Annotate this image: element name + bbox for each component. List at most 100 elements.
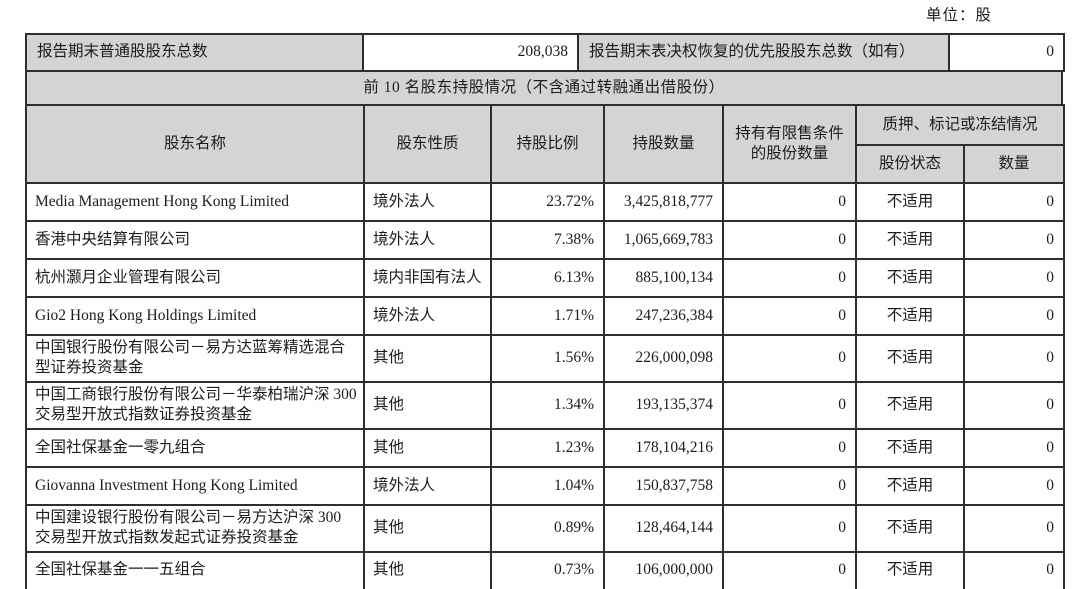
shareholder-row: 中国银行股份有限公司－易方达蓝筹精选混合型证券投资基金 其他 1.56% 226…	[25, 334, 1066, 383]
shareholder-name-cell: Gio2 Hong Kong Holdings Limited	[25, 296, 365, 336]
share-status-cell: 不适用	[855, 427, 965, 468]
shareholder-row: 香港中央结算有限公司 境外法人 7.38% 1,065,669,783 0 不适…	[25, 220, 1066, 260]
pledge-quantity-cell: 0	[962, 334, 1066, 383]
col-header-pledge-group: 质押、标记或冻结情况	[854, 104, 1066, 146]
shareholder-totals-row: 报告期末普通股股东总数 208,038 报告期末表决权恢复的优先股股东总数（如有…	[25, 33, 1065, 72]
shareholder-name-cell: Media Management Hong Kong Limited	[25, 182, 365, 222]
col-header-shares-held: 持股数量	[603, 104, 724, 184]
share-status-cell: 不适用	[855, 258, 965, 298]
shareholder-nature-cell: 境内非国有法人	[363, 258, 492, 298]
shareholder-nature-cell: 境外法人	[363, 465, 492, 506]
holding-ratio-cell: 0.73%	[490, 550, 605, 589]
shareholder-nature-cell: 其他	[363, 503, 492, 553]
pledge-quantity-cell: 0	[962, 465, 1066, 506]
holding-ratio-cell: 1.34%	[490, 380, 605, 430]
share-status-cell: 不适用	[855, 550, 965, 589]
shareholder-name-cell: 全国社保基金一零九组合	[25, 427, 365, 468]
holding-ratio-cell: 1.71%	[490, 296, 605, 336]
share-status-cell: 不适用	[855, 220, 965, 260]
holding-ratio-cell: 1.56%	[490, 334, 605, 383]
shares-held-cell: 128,464,144	[603, 503, 724, 553]
shareholder-name-cell: 香港中央结算有限公司	[25, 220, 365, 260]
restricted-shares-cell: 0	[722, 296, 857, 336]
restricted-shares-cell: 0	[722, 503, 857, 553]
ordinary-shareholders-label: 报告期末普通股股东总数	[25, 33, 364, 72]
col-header-holding-ratio: 持股比例	[490, 104, 605, 184]
col-header-restricted-shares: 持有有限售条件的股份数量	[722, 104, 857, 184]
shareholder-row: 杭州灏月企业管理有限公司 境内非国有法人 6.13% 885,100,134 0…	[25, 258, 1066, 298]
pledge-quantity-cell: 0	[962, 258, 1066, 298]
preferred-shareholders-value: 0	[948, 33, 1065, 72]
restricted-shares-cell: 0	[722, 427, 857, 468]
shares-held-cell: 247,236,384	[603, 296, 724, 336]
holding-ratio-cell: 1.23%	[490, 427, 605, 468]
top10-shareholders-table: 股东名称 股东性质 持股比例 持股数量 持有有限售条件的股份数量 质押、标记或冻…	[25, 104, 1066, 589]
restricted-shares-cell: 0	[722, 220, 857, 260]
unit-label: 单位：股	[925, 7, 992, 24]
col-header-pledge-quantity: 数量	[962, 144, 1066, 184]
shareholder-nature-cell: 境外法人	[363, 220, 492, 260]
table-header-row-1: 股东名称 股东性质 持股比例 持股数量 持有有限售条件的股份数量 质押、标记或冻…	[25, 104, 1066, 184]
shareholder-row: Giovanna Investment Hong Kong Limited 境外…	[25, 465, 1066, 506]
top10-section-title: 前 10 名股东持股情况（不含通过转融通出借股份）	[25, 70, 1063, 106]
shares-held-cell: 106,000,000	[603, 550, 724, 589]
restricted-shares-cell: 0	[722, 258, 857, 298]
pledge-quantity-cell: 0	[962, 427, 1066, 468]
preferred-shareholders-label: 报告期末表决权恢复的优先股股东总数（如有）	[577, 33, 950, 72]
shareholder-row: 中国建设银行股份有限公司－易方达沪深 300 交易型开放式指数发起式证券投资基金…	[25, 503, 1066, 553]
col-header-shareholder-nature: 股东性质	[363, 104, 492, 184]
pledge-quantity-cell: 0	[962, 503, 1066, 553]
holding-ratio-cell: 23.72%	[490, 182, 605, 222]
shareholding-section: 报告期末普通股股东总数 208,038 报告期末表决权恢复的优先股股东总数（如有…	[25, 33, 1066, 589]
shares-held-cell: 885,100,134	[603, 258, 724, 298]
shareholder-nature-cell: 其他	[363, 334, 492, 383]
pledge-quantity-cell: 0	[962, 550, 1066, 589]
ordinary-shareholders-value: 208,038	[362, 33, 579, 72]
holding-ratio-cell: 7.38%	[490, 220, 605, 260]
share-status-cell: 不适用	[855, 334, 965, 383]
table-header-row-2: 股份状态 数量	[26, 144, 1066, 184]
shares-held-cell: 178,104,216	[603, 427, 724, 468]
shares-held-cell: 1,065,669,783	[603, 220, 724, 260]
restricted-shares-cell: 0	[722, 465, 857, 506]
shareholder-nature-cell: 其他	[363, 380, 492, 430]
shareholder-row: 全国社保基金一零九组合 其他 1.23% 178,104,216 0 不适用 0	[25, 427, 1066, 468]
shareholder-row: 中国工商银行股份有限公司－华泰柏瑞沪深 300 交易型开放式指数证券投资基金 其…	[25, 380, 1066, 430]
restricted-shares-cell: 0	[722, 182, 857, 222]
shares-held-cell: 150,837,758	[603, 465, 724, 506]
holding-ratio-cell: 0.89%	[490, 503, 605, 553]
restricted-shares-cell: 0	[722, 334, 857, 383]
shareholder-name-cell: 中国建设银行股份有限公司－易方达沪深 300 交易型开放式指数发起式证券投资基金	[25, 503, 365, 553]
shareholder-nature-cell: 境外法人	[363, 182, 492, 222]
restricted-shares-cell: 0	[722, 380, 857, 430]
shareholder-name-cell: Giovanna Investment Hong Kong Limited	[25, 465, 365, 506]
share-status-cell: 不适用	[855, 296, 965, 336]
shares-held-cell: 3,425,818,777	[603, 182, 724, 222]
shareholder-name-cell: 中国银行股份有限公司－易方达蓝筹精选混合型证券投资基金	[25, 334, 365, 383]
shareholder-nature-cell: 其他	[363, 550, 492, 589]
restricted-shares-cell: 0	[722, 550, 857, 589]
shareholder-name-cell: 全国社保基金一一五组合	[25, 550, 365, 589]
shares-held-cell: 193,135,374	[603, 380, 724, 430]
pledge-quantity-cell: 0	[962, 380, 1066, 430]
holding-ratio-cell: 6.13%	[490, 258, 605, 298]
shareholder-nature-cell: 境外法人	[363, 296, 492, 336]
shareholder-totals-table: 报告期末普通股股东总数 208,038 报告期末表决权恢复的优先股股东总数（如有…	[25, 33, 1065, 72]
shareholder-nature-cell: 其他	[363, 427, 492, 468]
shareholder-name-cell: 中国工商银行股份有限公司－华泰柏瑞沪深 300 交易型开放式指数证券投资基金	[25, 380, 365, 430]
share-status-cell: 不适用	[855, 465, 965, 506]
share-status-cell: 不适用	[855, 503, 965, 553]
col-header-shareholder-name: 股东名称	[25, 104, 365, 184]
shareholder-name-cell: 杭州灏月企业管理有限公司	[25, 258, 365, 298]
col-header-share-status: 股份状态	[855, 144, 965, 184]
share-status-cell: 不适用	[855, 380, 965, 430]
pledge-quantity-cell: 0	[962, 182, 1066, 222]
share-status-cell: 不适用	[855, 182, 965, 222]
holding-ratio-cell: 1.04%	[490, 465, 605, 506]
shareholder-row: 全国社保基金一一五组合 其他 0.73% 106,000,000 0 不适用 0	[25, 550, 1066, 589]
shareholder-row: Media Management Hong Kong Limited 境外法人 …	[25, 182, 1066, 222]
pledge-quantity-cell: 0	[962, 296, 1066, 336]
shares-held-cell: 226,000,098	[603, 334, 724, 383]
pledge-quantity-cell: 0	[962, 220, 1066, 260]
